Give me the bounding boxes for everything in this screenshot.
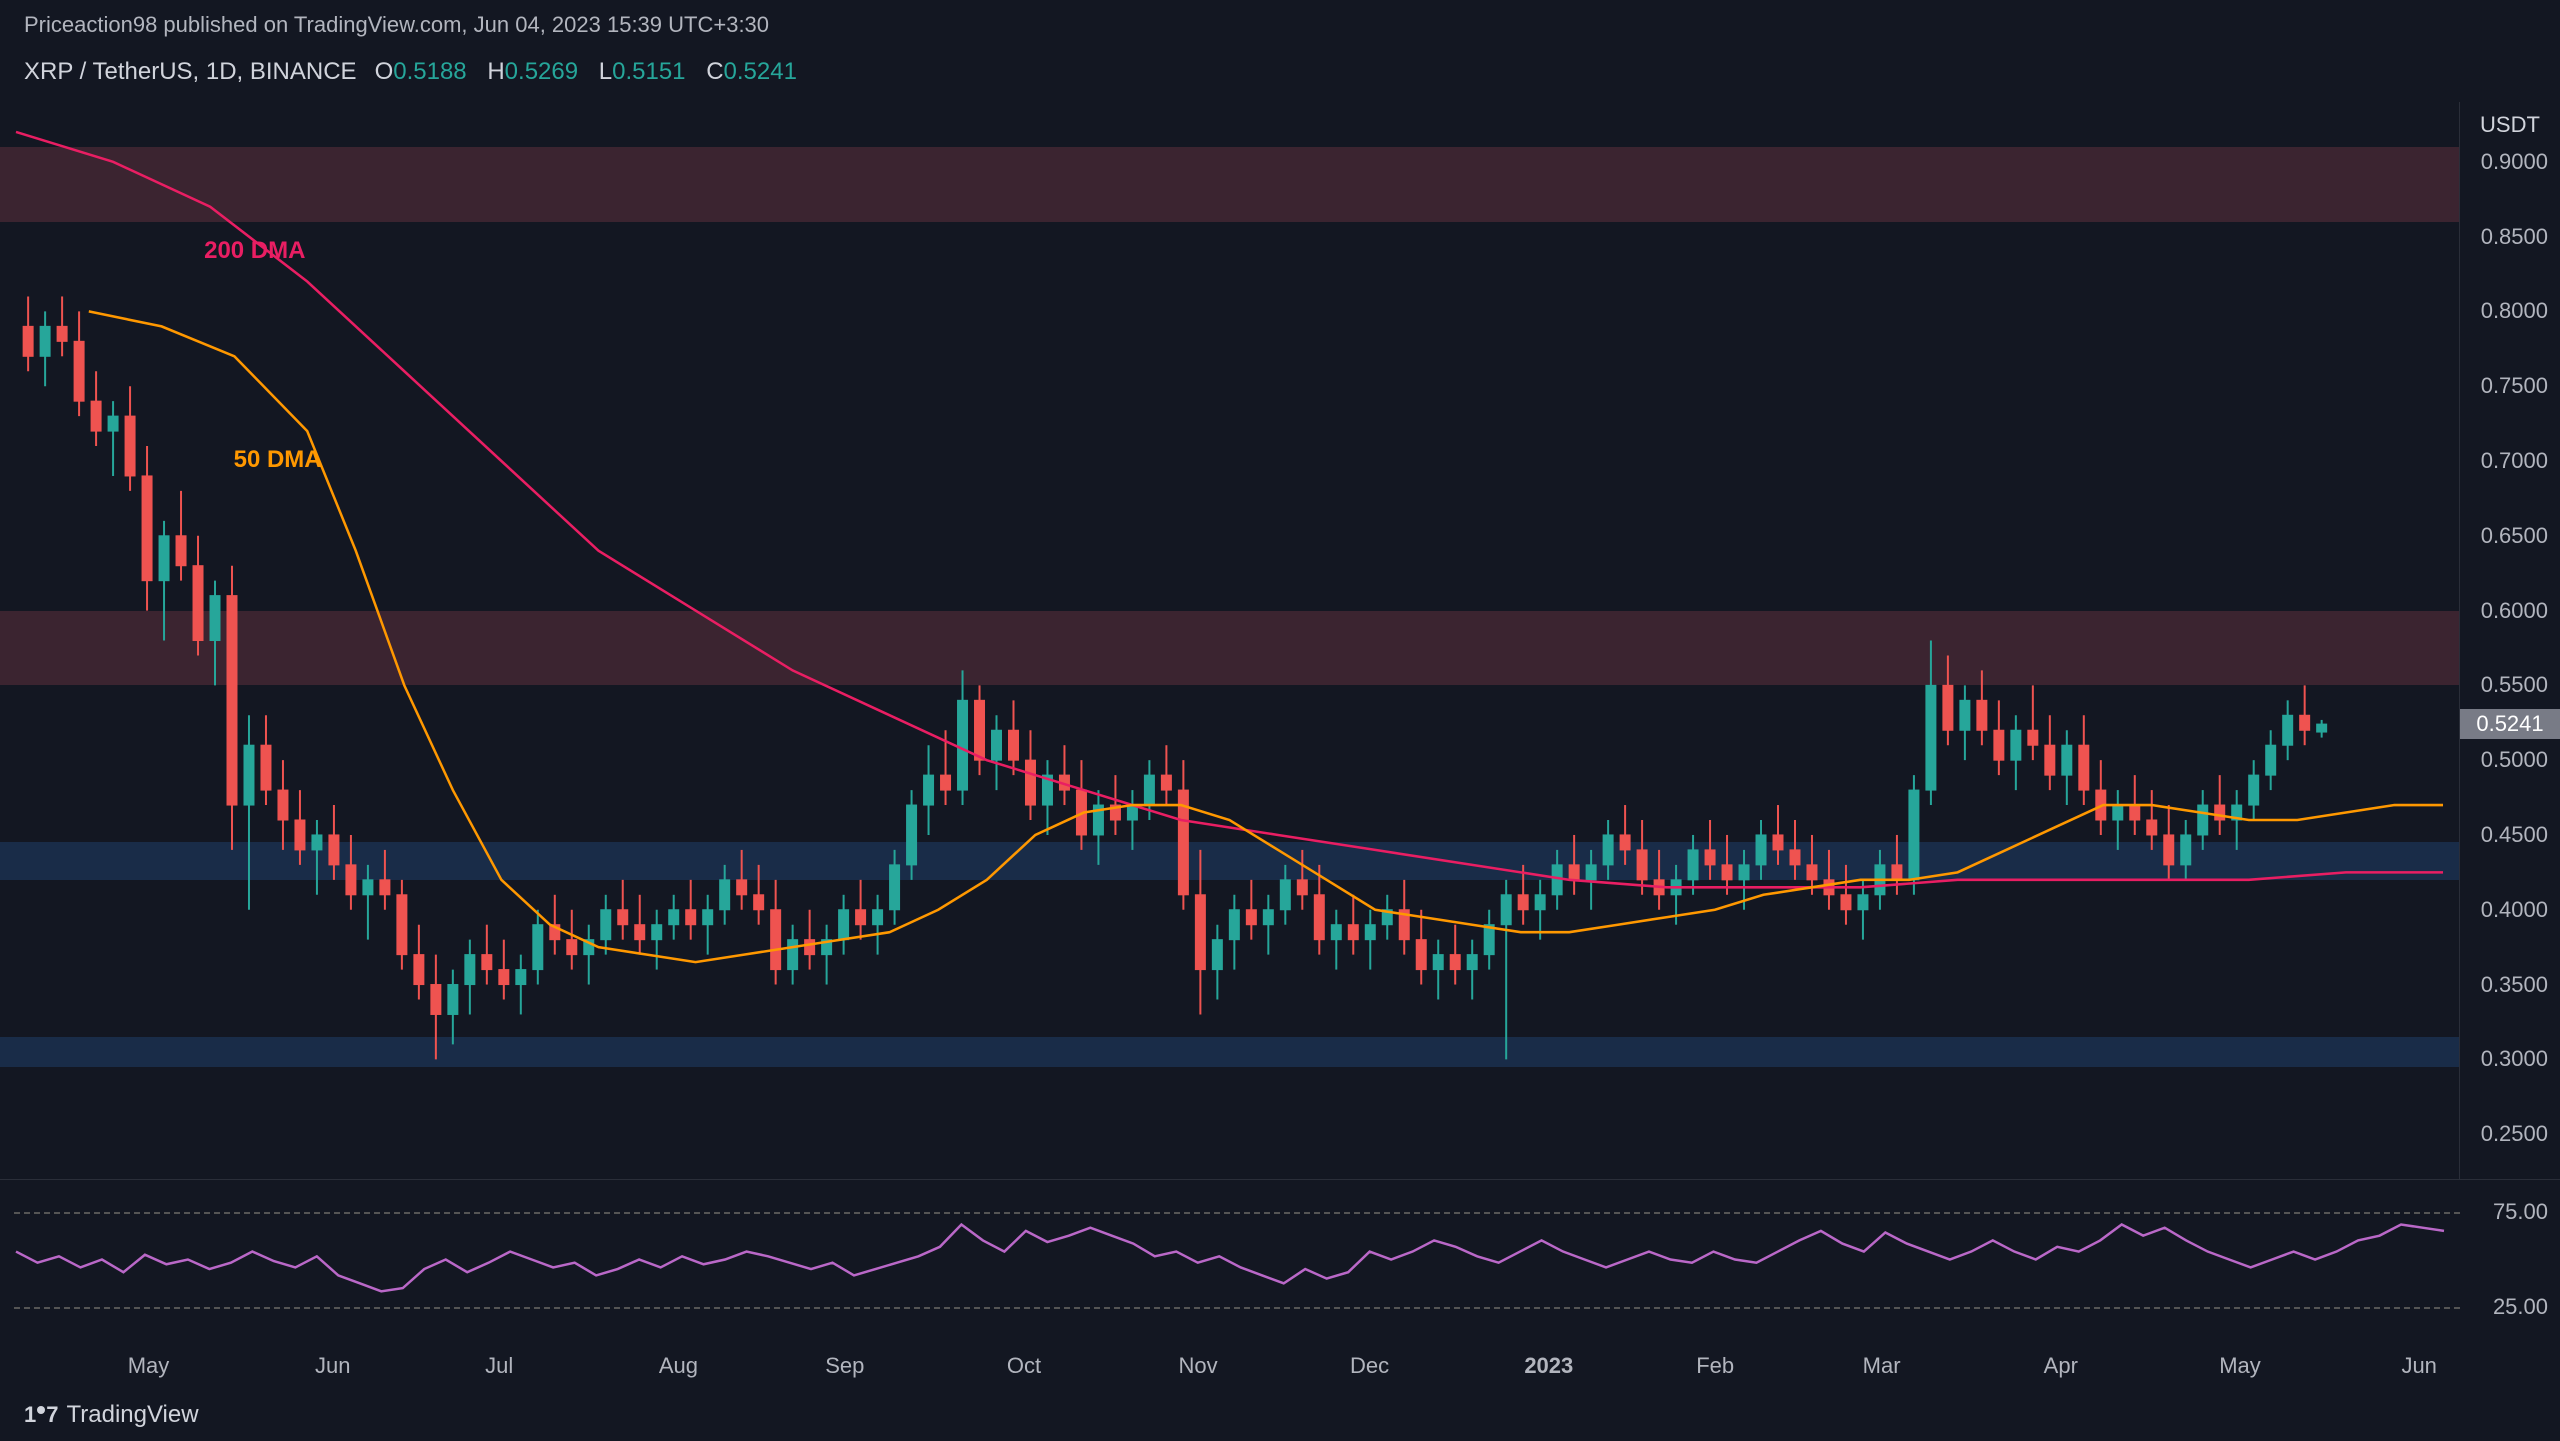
price-tick: 0.7000	[2481, 448, 2548, 474]
price-tick: 0.4000	[2481, 897, 2548, 923]
time-tick: Feb	[1696, 1353, 1734, 1379]
tradingview-logo-icon: 17	[24, 1402, 59, 1428]
price-tick: 0.6500	[2481, 523, 2548, 549]
price-tick: 0.3500	[2481, 972, 2548, 998]
price-tick: 0.3000	[2481, 1046, 2548, 1072]
low-label: L	[599, 58, 612, 85]
rsi-chart[interactable]	[0, 1180, 2460, 1339]
dma50-label: 50 DMA	[234, 446, 322, 474]
open-label: O	[375, 58, 394, 85]
price-tick: 0.7500	[2481, 373, 2548, 399]
time-tick: Jul	[485, 1353, 513, 1379]
price-tick: 0.8500	[2481, 224, 2548, 250]
time-tick: Mar	[1863, 1353, 1901, 1379]
high-label: H	[487, 58, 504, 85]
time-tick: Jun	[2401, 1353, 2436, 1379]
chart-container: Priceaction98 published on TradingView.c…	[0, 0, 2560, 1441]
time-tick: Jun	[315, 1353, 350, 1379]
time-tick: Nov	[1179, 1353, 1218, 1379]
price-chart-area[interactable]: 200 DMA 50 DMA USDT 0.9000 0.8500 0.8000 0.7…	[0, 102, 2560, 1179]
price-tick: 0.5500	[2481, 672, 2548, 698]
price-axis-title: USDT	[2460, 102, 2560, 148]
price-tick: 0.4500	[2481, 822, 2548, 848]
price-axis: USDT 0.9000 0.8500 0.8000 0.7500 0.7000 0.650…	[2460, 102, 2560, 1179]
rsi-upper: 75.00	[2493, 1199, 2548, 1225]
current-price-marker: 0.5241	[2460, 709, 2560, 739]
close-label: C	[706, 58, 723, 85]
symbol-pair: XRP / TetherUS, 1D, BINANCE	[24, 58, 357, 86]
time-tick: Oct	[1007, 1353, 1041, 1379]
open-value: 0.5188	[393, 58, 466, 85]
time-tick: 2023	[1524, 1353, 1573, 1379]
time-axis: May Jun Jul Aug Sep Oct Nov Dec 2023 Feb Mar Apr May…	[0, 1339, 2560, 1389]
time-tick: Aug	[659, 1353, 698, 1379]
footer: 17 TradingView	[0, 1389, 2560, 1441]
time-tick: Dec	[1350, 1353, 1389, 1379]
close-value: 0.5241	[724, 58, 797, 85]
price-tick: 0.2500	[2481, 1121, 2548, 1147]
low-value: 0.5151	[612, 58, 685, 85]
rsi-panel[interactable]: 75.00 25.00	[0, 1179, 2560, 1339]
price-tick: 0.6000	[2481, 598, 2548, 624]
high-value: 0.5269	[505, 58, 578, 85]
time-tick: Sep	[825, 1353, 864, 1379]
time-tick: May	[2219, 1353, 2261, 1379]
price-tick: 0.9000	[2481, 149, 2548, 175]
footer-brand: TradingView	[67, 1401, 199, 1429]
publisher-header: Priceaction98 published on TradingView.c…	[0, 0, 2560, 50]
time-tick: Apr	[2044, 1353, 2078, 1379]
price-tick: 0.5000	[2481, 747, 2548, 773]
symbol-info-bar: XRP / TetherUS, 1D, BINANCE O0.5188 H0.5…	[0, 50, 2560, 102]
main-price-chart[interactable]: 200 DMA 50 DMA	[0, 102, 2460, 1179]
dma200-label: 200 DMA	[204, 237, 305, 265]
rsi-lower: 25.00	[2493, 1294, 2548, 1320]
rsi-axis: 75.00 25.00	[2460, 1180, 2560, 1339]
time-tick: May	[128, 1353, 170, 1379]
price-tick: 0.8000	[2481, 298, 2548, 324]
